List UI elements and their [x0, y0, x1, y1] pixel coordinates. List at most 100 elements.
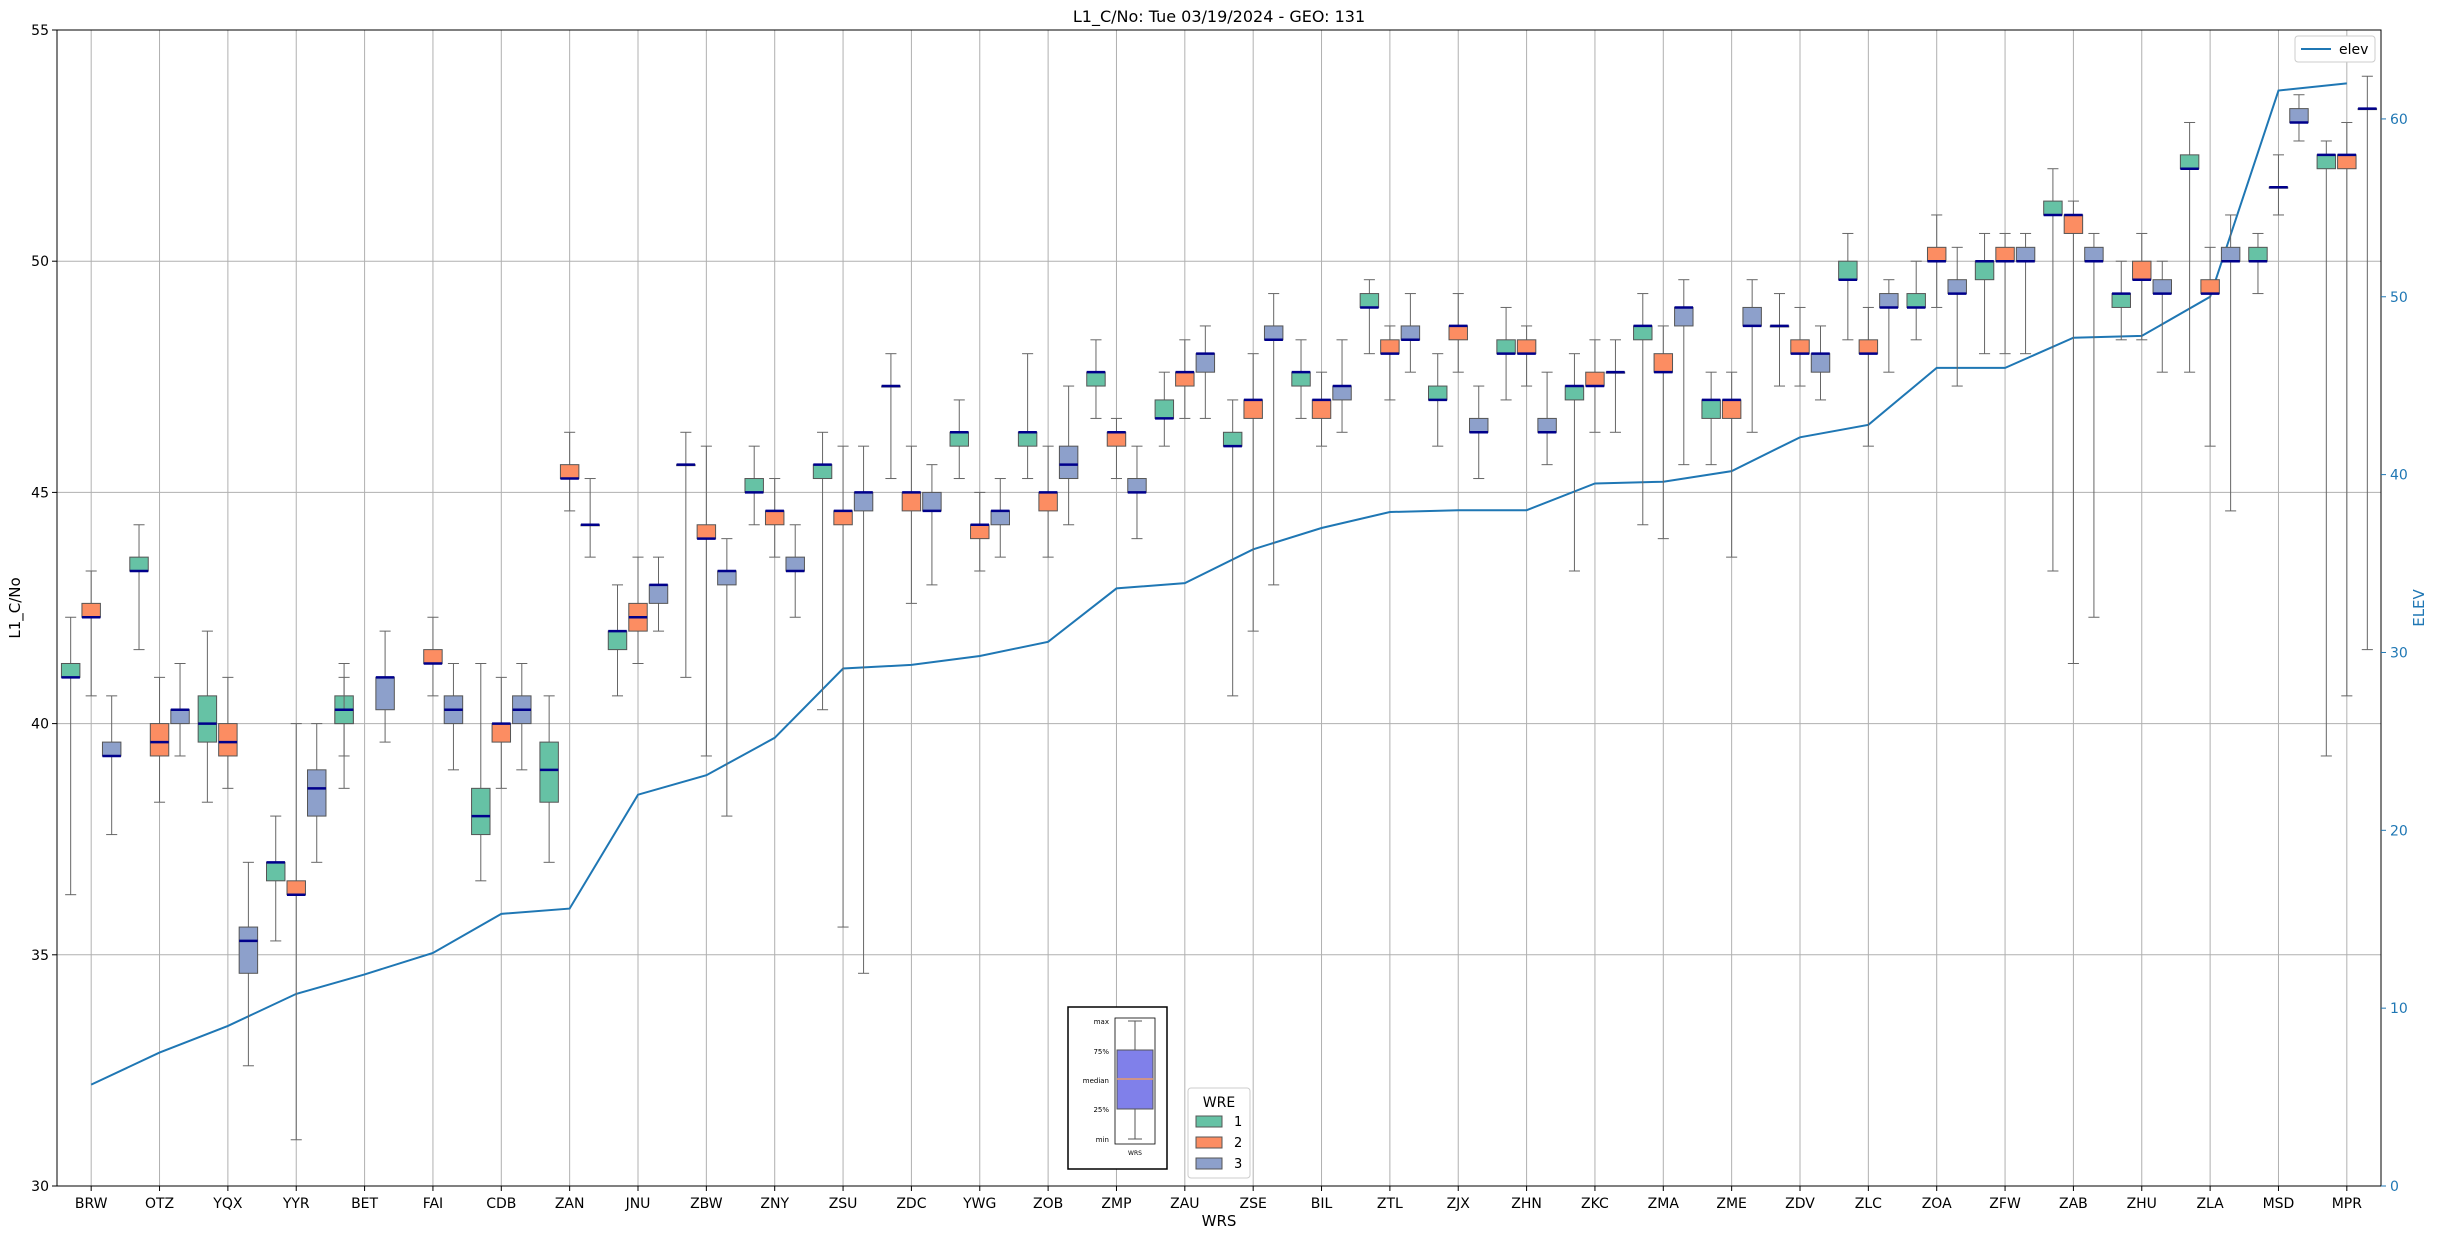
- box-wre-3: [238, 926, 259, 974]
- y-right-tick-label: 10: [2390, 1001, 2408, 1017]
- box-wre-2: [1380, 339, 1400, 355]
- box-wre-1: [1222, 431, 1243, 447]
- box-wre-1: [949, 431, 969, 447]
- box-wre-1: [1291, 371, 1311, 387]
- wre-legend-box: [1187, 1087, 1251, 1179]
- box-wre-3: [990, 510, 1010, 526]
- box-wre-3: [307, 769, 327, 817]
- box-wre-1: [2248, 246, 2268, 262]
- x-tick-label: YQX: [212, 1196, 243, 1212]
- x-tick-label: ZLC: [1855, 1196, 1882, 1212]
- x-tick-label: ZAU: [1170, 1196, 1199, 1212]
- box-wre-1: [471, 787, 491, 836]
- box-wre-2: [1516, 339, 1537, 355]
- box-wre-2: [1995, 246, 2015, 262]
- box-wre-1: [266, 861, 286, 882]
- box-wre-3: [2152, 279, 2172, 295]
- box-wre-3: [2084, 246, 2104, 262]
- y-tick-label: 55: [31, 23, 49, 39]
- box-wre-3: [170, 709, 190, 725]
- x-tick-label: BIL: [1311, 1196, 1333, 1212]
- box-wre-2: [286, 880, 306, 896]
- x-tick-label: ZHU: [2127, 1196, 2157, 1212]
- x-tick-label: ZDV: [1785, 1196, 1815, 1212]
- x-tick-label: ZOB: [1033, 1196, 1063, 1212]
- box-key-inset: max 75% median 25% min WRS: [1067, 1006, 1168, 1170]
- wre-legend-label-3: 3: [1234, 1157, 1242, 1172]
- box-wre-3: [648, 584, 669, 604]
- box-wre-3: [853, 491, 874, 512]
- y-tick-label: 30: [31, 1179, 49, 1195]
- box-wre-3: [101, 741, 122, 757]
- box-wre-3: [1879, 293, 1899, 308]
- box-wre-1: [2316, 154, 2337, 170]
- key-label-max: max: [1094, 1018, 1109, 1026]
- y-right-tick-label: 50: [2390, 290, 2408, 306]
- box-wre-2: [1175, 371, 1195, 387]
- y-tick-label: 35: [31, 948, 49, 964]
- chart-title: L1_C/No: Tue 03/19/2024 - GEO: 131: [1073, 7, 1365, 27]
- box-wre-3: [1127, 478, 1147, 493]
- wre-legend: WRE 1 2 3: [1187, 1087, 1251, 1179]
- x-tick-label: ZME: [1716, 1196, 1747, 1212]
- x-tick-label: JNU: [625, 1196, 651, 1212]
- key-label-median: median: [1083, 1077, 1109, 1085]
- y-axis-right-label: ELEV: [2410, 588, 2428, 626]
- box-wre-1: [607, 630, 628, 651]
- box-wre-2: [218, 723, 238, 757]
- box-wre-2: [2063, 214, 2084, 234]
- box-wre-3: [1400, 325, 1421, 341]
- y-right-tick-label: 0: [2390, 1179, 2399, 1195]
- box-wre-3: [1469, 417, 1489, 433]
- box-wre-3: [1810, 353, 1831, 373]
- box-wre-2: [764, 510, 785, 526]
- y-right-tick-label: 20: [2390, 823, 2408, 839]
- y-axis-label: L1_C/No: [6, 577, 25, 638]
- x-tick-label: YYR: [282, 1196, 310, 1212]
- box-wre-3: [1263, 325, 1284, 341]
- box-wre-3: [1058, 445, 1079, 480]
- box-wre-1: [1701, 399, 1721, 419]
- box-wre-2: [2132, 260, 2152, 281]
- x-tick-label: ZTL: [1377, 1196, 1403, 1212]
- box-wre-2: [1038, 491, 1058, 512]
- x-tick-label: ZBW: [690, 1196, 723, 1212]
- x-tick-label: ZAN: [555, 1196, 585, 1212]
- x-tick-label: ZDC: [896, 1196, 926, 1212]
- box-wre-1: [1633, 325, 1653, 341]
- box-wre-2: [970, 524, 990, 540]
- x-tick-label: ZKC: [1581, 1196, 1609, 1212]
- wre-legend-label-2: 2: [1234, 1136, 1242, 1151]
- box-wre-3: [1674, 306, 1694, 327]
- y-right-tick-label: 30: [2390, 645, 2408, 661]
- x-tick-label: YWG: [962, 1196, 996, 1212]
- box-wre-1: [1496, 339, 1516, 355]
- box-wre-2: [559, 464, 580, 480]
- box-wre-2: [2200, 279, 2220, 295]
- box-wre-2: [491, 723, 512, 743]
- x-tick-label: ZAB: [2059, 1196, 2088, 1212]
- y-tick-label: 40: [31, 717, 49, 733]
- box-wre-1: [2179, 154, 2200, 170]
- box-wre-2: [423, 649, 443, 664]
- x-tick-label: BRW: [75, 1196, 108, 1212]
- box-wre-1: [1086, 371, 1106, 387]
- wre-legend-swatch-1: [1195, 1115, 1223, 1128]
- x-tick-label: ZMP: [1101, 1196, 1131, 1212]
- x-tick-label: ZMA: [1648, 1196, 1680, 1212]
- box-wre-1: [1974, 260, 1995, 281]
- elev-legend-label: elev: [2339, 42, 2368, 58]
- box-wre-3: [2289, 108, 2309, 123]
- x-tick-label: ZSE: [1240, 1196, 1267, 1212]
- box-wre-3: [1742, 306, 1762, 327]
- x-tick-label: ZHN: [1511, 1196, 1542, 1212]
- box-wre-3: [2015, 246, 2036, 262]
- box-wre-2: [1311, 399, 1332, 419]
- y-right-tick-label: 60: [2390, 112, 2408, 128]
- box-wre-1: [129, 556, 149, 572]
- box-wre-3: [1537, 417, 1557, 433]
- box-wre-1: [334, 709, 354, 725]
- box-wre-1: [2111, 293, 2131, 308]
- box-wre-3: [717, 570, 737, 586]
